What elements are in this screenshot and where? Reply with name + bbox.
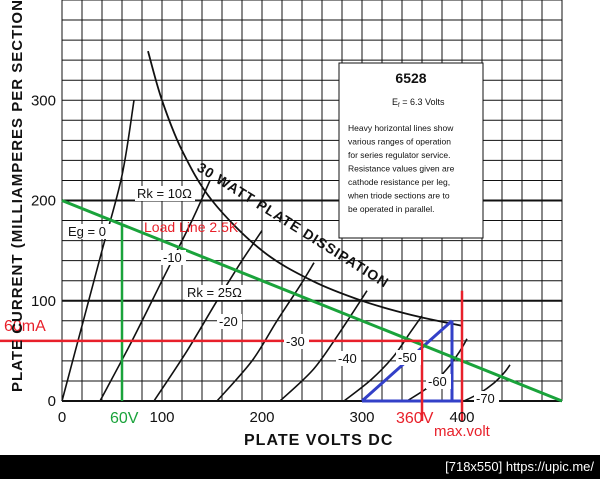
grid-m10-label-bg: [161, 250, 186, 265]
grid-m50-label: -50: [398, 350, 417, 365]
eg0-label: Eg = 0: [68, 224, 106, 239]
grid-m10-label: -10: [163, 250, 182, 265]
info-text-line: for series regulator service.: [348, 150, 451, 160]
voltage-360v-label: 360V: [396, 410, 434, 427]
grid-m40-label-bg: [336, 351, 361, 366]
info-text-line: Resistance values given are: [348, 164, 455, 174]
y-tick-label: 300: [31, 92, 56, 109]
plate-curve-line: [406, 338, 468, 402]
x-tick-label: 100: [149, 409, 174, 426]
info-text-line: various ranges of operation: [348, 137, 451, 147]
grid-m60-label: -60: [428, 374, 447, 389]
info-text-line: when triode sections are to: [347, 191, 450, 201]
y-tick-label: 0: [48, 393, 56, 410]
grid-m30-label-bg: [284, 334, 309, 349]
y-axis-title: PLATE CURRENT (MILLIAMPERES PER SECTION): [9, 0, 26, 392]
plate-curve-line: [153, 230, 263, 402]
load-line-label: Load Line 2.5K: [144, 219, 239, 235]
rk10-label: Rk = 10Ω: [137, 186, 192, 201]
axis-labels: 0 100 200 300 400 0 100 200 300: [31, 92, 475, 426]
grid-m70-label-bg: [474, 391, 499, 406]
info-subtitle: Ef = 6.3 Volts: [392, 97, 445, 109]
info-text-line: Heavy horizontal lines show: [348, 123, 454, 133]
info-text-line: be operated in parallel.: [348, 204, 434, 214]
info-text-line: cathode resistance per leg,: [348, 177, 450, 187]
rk25-label: Rk = 25Ω: [187, 285, 242, 300]
x-tick-label: 400: [449, 409, 474, 426]
footer-bar: [0, 455, 600, 479]
x-tick-label: 300: [349, 409, 374, 426]
x-axis-title: PLATE VOLTS DC: [244, 432, 393, 449]
grid-m40-label: -40: [338, 351, 357, 366]
rk10-label-bg: [135, 186, 195, 201]
info-box: 6528 Ef = 6.3 Volts Heavy horizontal lin…: [338, 62, 484, 239]
grid-m20-label: -20: [219, 314, 238, 329]
plate-curve-line: [343, 315, 423, 402]
info-title: 6528: [395, 70, 426, 86]
plate-dissipation-line: [147, 50, 463, 327]
y-tick-label: 200: [31, 193, 56, 210]
plate-curve-line: [61, 100, 135, 402]
max-volt-label: max.volt: [434, 423, 491, 440]
grid-m20-label-bg: [217, 314, 242, 329]
info-text-lines: Heavy horizontal lines show various range…: [347, 123, 455, 214]
x-tick-label: 0: [58, 409, 66, 426]
y-tick-label: 100: [31, 293, 56, 310]
eg0-label-bg: [66, 224, 112, 239]
grid-m50-label-bg: [396, 350, 421, 365]
grid-m70-label: -70: [476, 391, 495, 406]
x-tick-label: 200: [249, 409, 274, 426]
rk25-label-bg: [185, 285, 245, 300]
grid-m60-label-bg: [426, 374, 451, 389]
voltage-60v-label: 60V: [110, 410, 139, 427]
curve-labels: Eg = 0 -10 -20 -30 -40 -50 -60 -70 Rk = 10Ω Rk = …: [66, 186, 499, 406]
footer-credit: [718x550] https://upic.me/: [445, 459, 594, 474]
info-box-frame: [338, 62, 484, 239]
current-60ma-label: 60mA: [4, 318, 46, 335]
grid-m30-label: -30: [286, 334, 305, 349]
load-line: [61, 199, 563, 403]
